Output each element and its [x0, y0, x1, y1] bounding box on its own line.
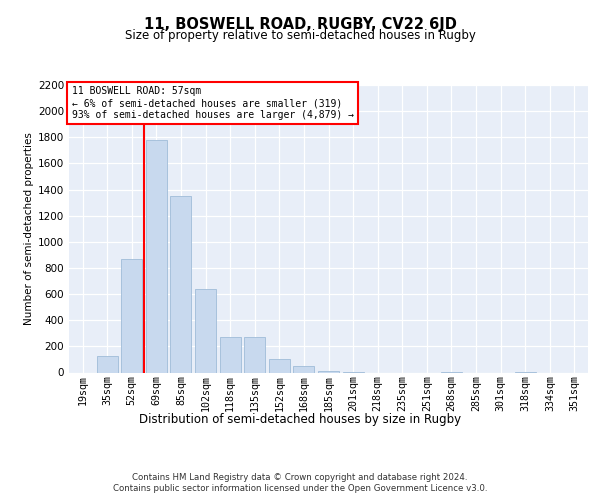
Bar [269, 360, 290, 372]
Text: Distribution of semi-detached houses by size in Rugby: Distribution of semi-detached houses by … [139, 412, 461, 426]
Y-axis label: Number of semi-detached properties: Number of semi-detached properties [24, 132, 34, 325]
Bar [318, 370, 339, 372]
Bar [195, 289, 216, 372]
Text: 11, BOSWELL ROAD, RUGBY, CV22 6JD: 11, BOSWELL ROAD, RUGBY, CV22 6JD [143, 18, 457, 32]
Bar [170, 196, 191, 372]
Bar [97, 356, 118, 372]
Bar [220, 336, 241, 372]
Bar [244, 336, 265, 372]
Text: 11 BOSWELL ROAD: 57sqm
← 6% of semi-detached houses are smaller (319)
93% of sem: 11 BOSWELL ROAD: 57sqm ← 6% of semi-deta… [71, 86, 353, 120]
Text: Size of property relative to semi-detached houses in Rugby: Size of property relative to semi-detach… [125, 29, 475, 42]
Text: Contains public sector information licensed under the Open Government Licence v3: Contains public sector information licen… [113, 484, 487, 493]
Bar [146, 140, 167, 372]
Bar [293, 366, 314, 372]
Text: Contains HM Land Registry data © Crown copyright and database right 2024.: Contains HM Land Registry data © Crown c… [132, 472, 468, 482]
Bar [121, 259, 142, 372]
